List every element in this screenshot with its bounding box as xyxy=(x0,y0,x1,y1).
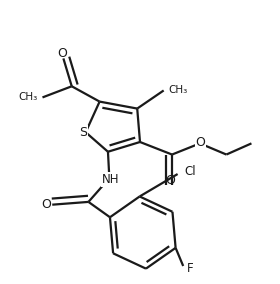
Text: O: O xyxy=(195,136,206,149)
Text: CH₃: CH₃ xyxy=(169,85,188,95)
Text: NH: NH xyxy=(102,173,120,186)
Text: O: O xyxy=(42,198,52,211)
Text: O: O xyxy=(57,47,67,60)
Text: F: F xyxy=(187,262,194,275)
Text: Cl: Cl xyxy=(185,165,196,178)
Text: CH₃: CH₃ xyxy=(18,92,38,103)
Text: S: S xyxy=(79,126,87,139)
Text: O: O xyxy=(166,174,176,187)
